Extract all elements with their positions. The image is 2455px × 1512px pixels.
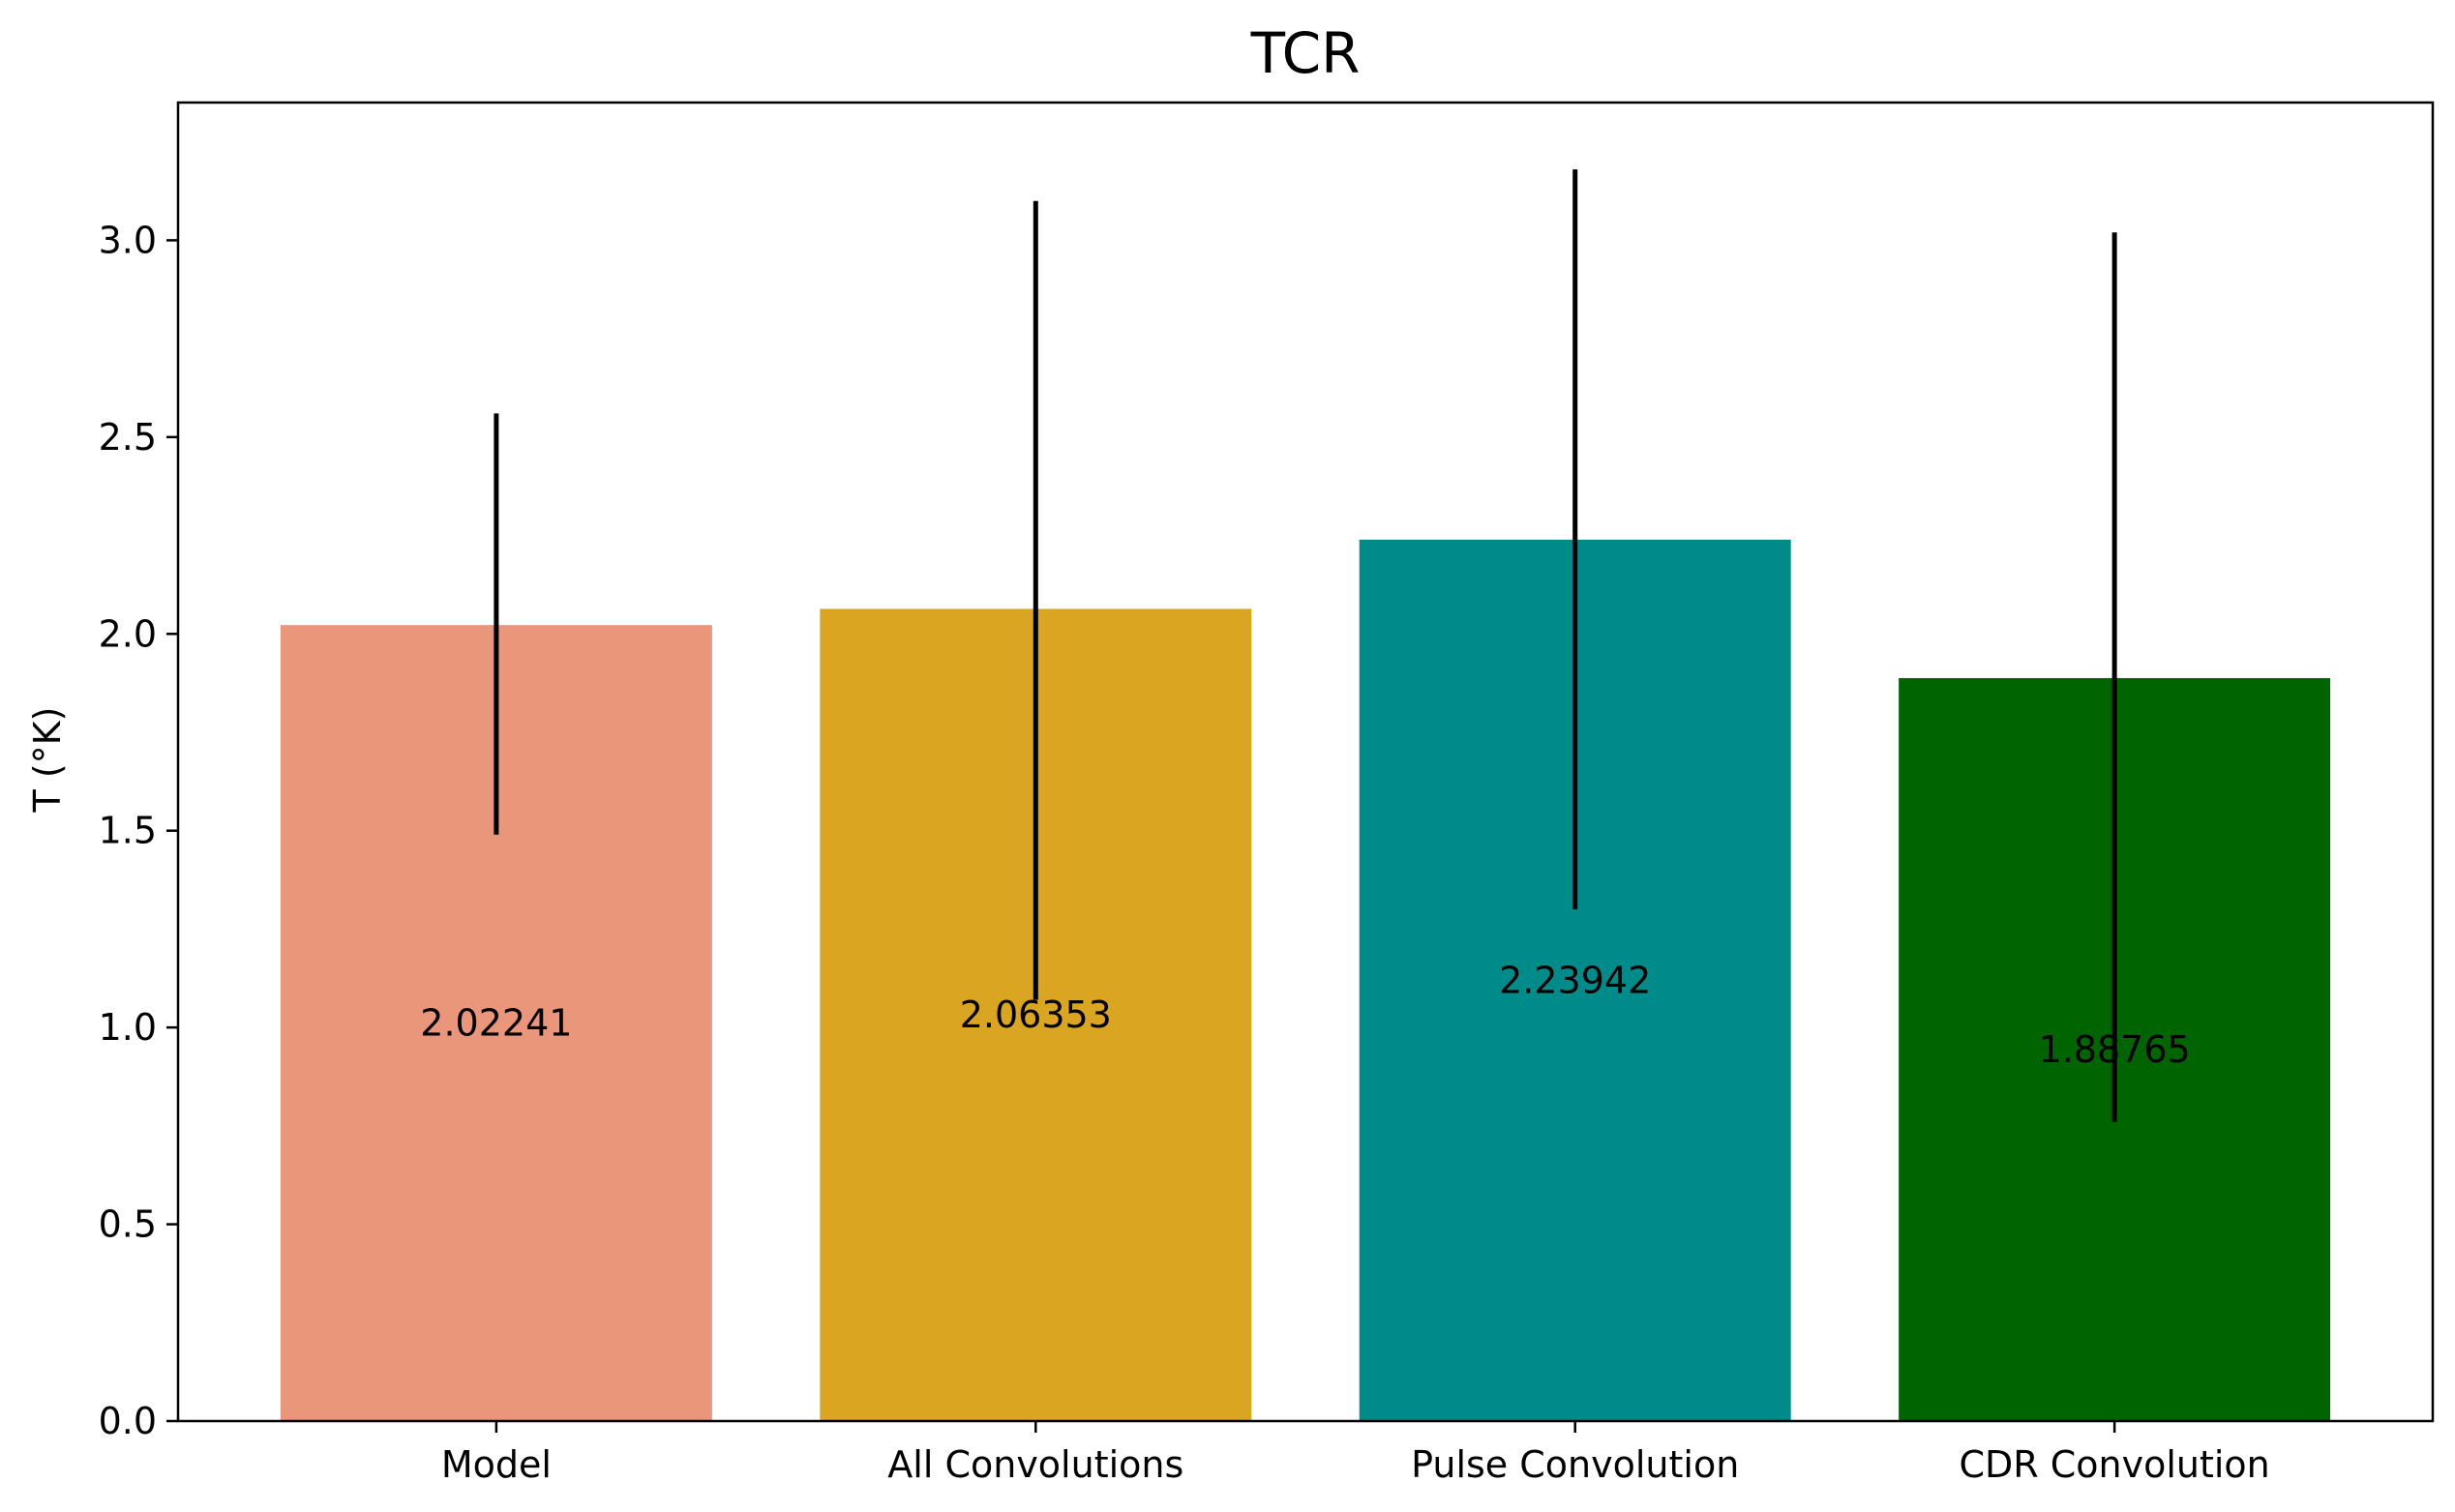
y-tick-label-3: 1.5 <box>99 810 157 852</box>
y-axis: 0.0 0.5 1.0 1.5 2.0 2.5 3.0 <box>99 219 178 1442</box>
value-label-1: 2.06353 <box>960 993 1112 1036</box>
y-tick-label-2: 1.0 <box>99 1006 157 1049</box>
bars-layer <box>280 539 2331 1421</box>
plot-frame <box>176 101 2435 1423</box>
x-tick-label-2: Pulse Convolution <box>1411 1443 1739 1486</box>
value-label-2: 2.23942 <box>1499 959 1651 1001</box>
value-labels-layer: 2.02241 2.06353 2.23942 1.88765 <box>420 959 2190 1071</box>
value-label-0: 2.02241 <box>420 1002 572 1045</box>
x-tick-label-3: CDR Convolution <box>1959 1443 2269 1486</box>
y-tick-label-6: 3.0 <box>99 219 157 261</box>
chart-title: TCR <box>1250 20 1361 86</box>
error-bars-layer <box>494 169 2117 1122</box>
y-axis-label: T (°K) <box>26 707 69 814</box>
value-label-3: 1.88765 <box>2039 1028 2191 1071</box>
x-tick-label-0: Model <box>441 1443 552 1486</box>
x-tick-label-1: All Convolutions <box>887 1443 1183 1486</box>
y-tick-label-0: 0.0 <box>99 1400 157 1442</box>
y-tick-label-5: 2.5 <box>99 416 157 459</box>
y-tick-label-1: 0.5 <box>99 1203 157 1246</box>
x-axis: Model All Convolutions Pulse Convolution CD… <box>441 1421 2270 1486</box>
y-tick-label-4: 2.0 <box>99 612 157 655</box>
